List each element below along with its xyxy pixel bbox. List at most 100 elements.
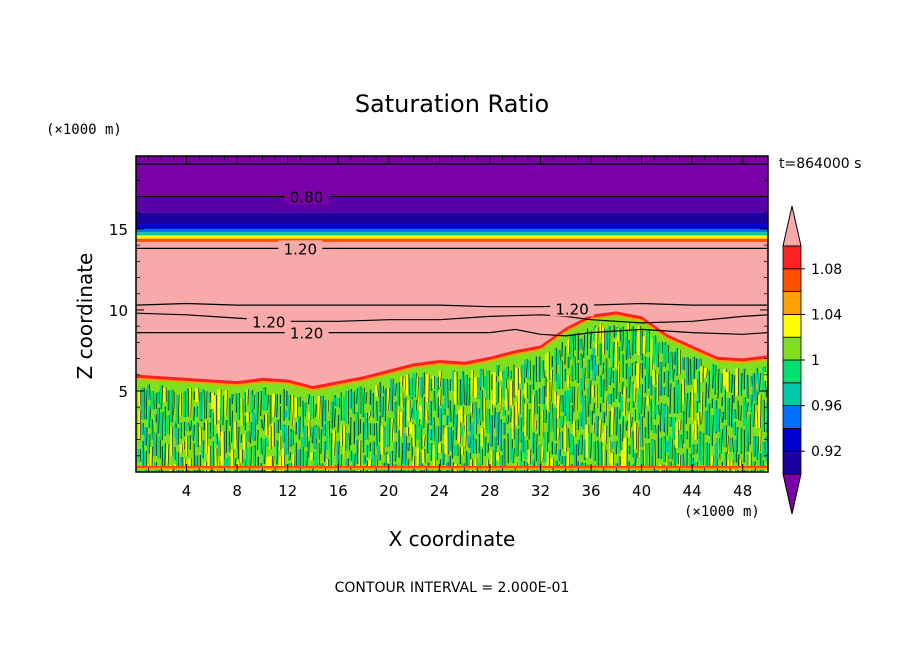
field-streak xyxy=(666,345,669,363)
field-streak xyxy=(592,385,594,397)
field-streak xyxy=(147,384,149,399)
field-streak xyxy=(269,426,271,449)
field-streak xyxy=(630,363,632,377)
field-streak xyxy=(454,372,456,405)
field-streak xyxy=(700,433,703,465)
field-streak xyxy=(582,368,584,391)
field-streak xyxy=(185,423,188,432)
field-streak xyxy=(477,378,480,399)
x-tick-label: 4 xyxy=(182,482,192,500)
field-streak xyxy=(611,453,613,475)
field-streak xyxy=(675,421,678,448)
field-streak xyxy=(672,417,675,439)
x-tick-label: 8 xyxy=(232,482,242,500)
x-tick-label: 32 xyxy=(531,482,550,500)
field-streak xyxy=(624,387,626,416)
field-streak xyxy=(343,397,346,421)
field-streak xyxy=(416,410,419,440)
field-streak xyxy=(643,357,645,369)
field-streak xyxy=(284,425,287,454)
field-streak xyxy=(573,421,575,437)
field-streak xyxy=(668,435,671,459)
field-streak xyxy=(524,383,526,398)
field-streak xyxy=(153,433,156,456)
field-streak xyxy=(221,431,224,465)
field-streak xyxy=(496,452,499,460)
field-streak xyxy=(486,370,488,400)
field-streak xyxy=(739,406,741,421)
field-streak xyxy=(733,422,735,435)
field-streak xyxy=(444,379,446,408)
field-streak xyxy=(557,350,560,365)
field-streak xyxy=(560,361,562,389)
field-streak xyxy=(461,426,464,437)
field-streak xyxy=(669,352,672,380)
field-streak xyxy=(570,335,573,360)
field-streak xyxy=(743,397,746,426)
field-streak xyxy=(694,420,696,439)
field-streak xyxy=(697,412,698,424)
field-streak xyxy=(528,360,530,380)
field-streak xyxy=(650,376,652,395)
field-streak xyxy=(432,417,434,441)
field-streak xyxy=(448,427,451,451)
field-streak xyxy=(521,364,523,390)
field-streak xyxy=(515,368,517,396)
field-streak xyxy=(666,441,669,452)
field-streak xyxy=(748,414,750,444)
field-streak xyxy=(553,408,556,441)
field-streak xyxy=(413,400,416,420)
field-streak xyxy=(647,396,649,406)
field-streak xyxy=(535,390,537,414)
field-streak xyxy=(422,397,424,428)
field-streak xyxy=(209,392,211,403)
field-streak xyxy=(534,434,536,461)
field-streak xyxy=(211,412,213,436)
colorbar-segment xyxy=(783,292,801,315)
colorbar-segment xyxy=(783,269,801,292)
field-streak xyxy=(422,449,424,463)
field-streak xyxy=(503,439,505,467)
field-streak xyxy=(509,371,511,379)
field-band xyxy=(136,156,768,197)
colorbar-segment xyxy=(783,314,801,337)
field-streak xyxy=(615,340,618,367)
plot-area: 0.801.201.201.201.20 xyxy=(136,156,769,502)
field-streak xyxy=(506,367,508,380)
field-streak xyxy=(719,429,721,454)
field-streak xyxy=(406,374,408,395)
field-streak xyxy=(326,421,328,451)
field-streak xyxy=(157,408,159,434)
field-streak xyxy=(374,455,376,466)
field-streak xyxy=(515,429,518,457)
field-streak xyxy=(653,425,655,434)
field-streak xyxy=(237,393,239,420)
field-streak xyxy=(422,372,424,394)
field-streak xyxy=(646,357,649,388)
colorbar-tick-label: 0.96 xyxy=(811,399,842,415)
field-streak xyxy=(157,437,160,459)
field-streak xyxy=(678,435,681,449)
field-streak xyxy=(284,410,287,418)
field-streak xyxy=(627,402,629,411)
field-streak xyxy=(211,393,214,409)
field-streak xyxy=(355,412,357,436)
field-streak xyxy=(229,399,231,426)
field-streak xyxy=(486,409,488,434)
field-streak xyxy=(524,440,526,460)
field-streak xyxy=(298,397,300,407)
field-streak xyxy=(371,393,373,418)
field-streak xyxy=(381,425,383,455)
field-streak xyxy=(480,390,482,421)
contour-label: 1.20 xyxy=(252,313,285,331)
field-streak xyxy=(698,371,700,403)
field-streak xyxy=(608,368,611,386)
field-streak xyxy=(652,440,654,470)
field-streak xyxy=(554,443,556,454)
field-streak xyxy=(550,441,552,454)
field-streak xyxy=(410,422,413,434)
field-streak xyxy=(663,342,666,367)
field-streak xyxy=(364,392,366,404)
field-streak xyxy=(346,433,349,451)
